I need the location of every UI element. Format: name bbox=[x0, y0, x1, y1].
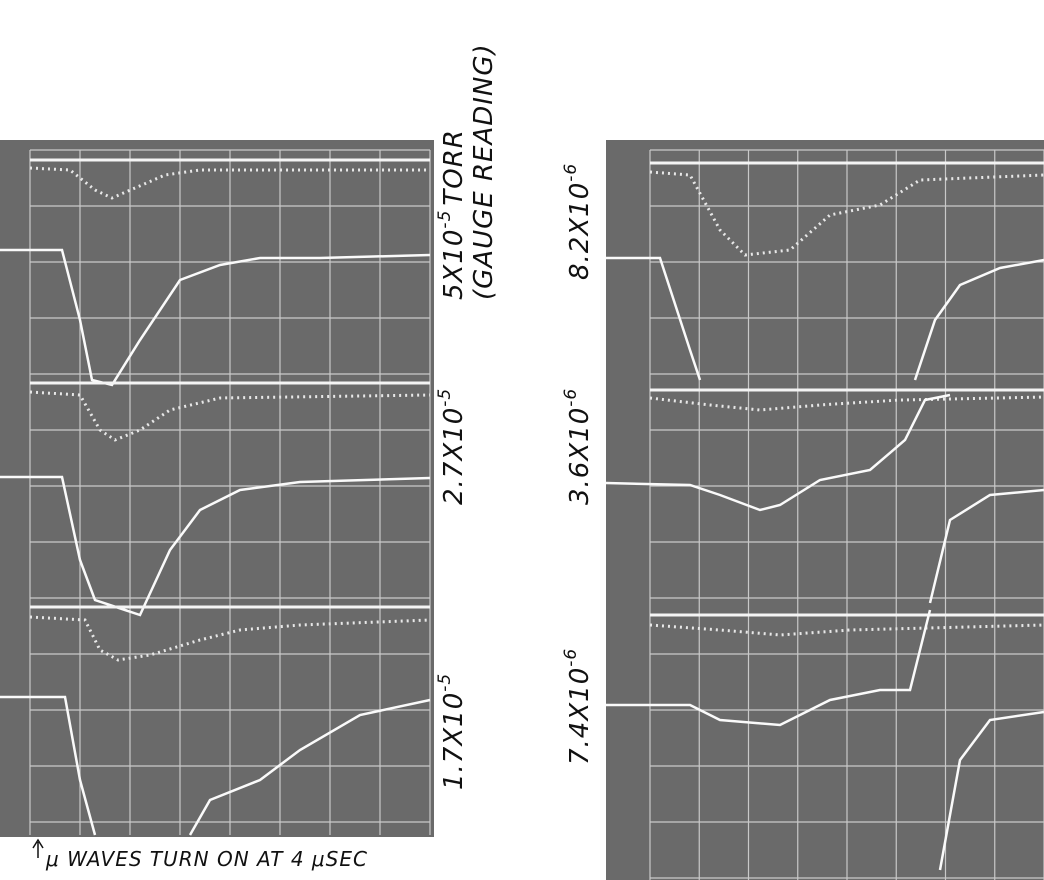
dotted-trace bbox=[29, 615, 431, 662]
grids bbox=[29, 149, 1044, 880]
scope-panel-right bbox=[606, 140, 1044, 880]
trace bbox=[0, 475, 431, 617]
caption: μ WAVES TURN ON AT 4 μSEC bbox=[45, 847, 368, 871]
pressure-label: 1.7X10-5 bbox=[435, 673, 469, 790]
mantissa: 7.4X10 bbox=[565, 667, 595, 765]
trace bbox=[606, 609, 932, 727]
mantissa: 1.7X10 bbox=[439, 692, 469, 790]
dotted-trace-2 bbox=[605, 393, 951, 512]
mantissa: 3.6X10 bbox=[565, 407, 595, 505]
pressure-label: 2.7X10-5 bbox=[435, 388, 469, 505]
gauge-note: (GAUGE READING) bbox=[469, 43, 499, 300]
dotted-trace bbox=[29, 166, 430, 200]
trace bbox=[928, 488, 1044, 604]
exponent: -6 bbox=[561, 648, 581, 667]
exponent: -5 bbox=[435, 673, 455, 692]
dotted-trace bbox=[649, 170, 1044, 257]
traces-left bbox=[0, 158, 431, 836]
pressure-label: 3.6X10-6 bbox=[561, 388, 595, 505]
exponent: -6 bbox=[561, 163, 581, 182]
mantissa: 2.7X10 bbox=[439, 407, 469, 505]
mantissa: 5X10 bbox=[439, 229, 469, 300]
trace bbox=[0, 248, 431, 387]
traces-right bbox=[605, 161, 1044, 871]
labels: 5X10-5TORR (GAUGE READING) 2.7X10-5 1.7X… bbox=[435, 43, 595, 790]
dotted-trace bbox=[649, 623, 1044, 637]
pressure-label: 7.4X10-6 bbox=[561, 648, 595, 765]
unit: TORR bbox=[439, 129, 469, 205]
mantissa: 8.2X10 bbox=[565, 182, 595, 280]
exponent: -5 bbox=[435, 388, 455, 407]
dotted-trace bbox=[29, 390, 431, 442]
exponent: -5 bbox=[435, 210, 455, 229]
exponent: -6 bbox=[561, 388, 581, 407]
pressure-label: 8.2X10-6 bbox=[561, 163, 595, 280]
trace bbox=[938, 710, 1044, 871]
pressure-label: 5X10-5 TORR bbox=[435, 129, 469, 300]
trace bbox=[0, 695, 431, 836]
trace bbox=[606, 256, 1044, 381]
arrow bbox=[32, 838, 44, 858]
